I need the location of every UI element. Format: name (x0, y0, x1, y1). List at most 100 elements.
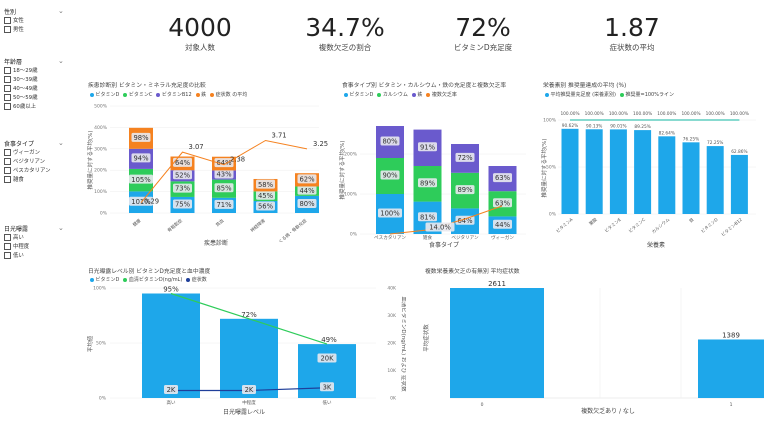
legend-item: ビタミンD (349, 92, 374, 98)
legend-marker (620, 92, 624, 97)
chart-title-sun: 日光曝露レベル別 ビタミンD充足度と血中濃度 (88, 269, 211, 275)
slicer-option[interactable]: 中程度 (4, 243, 64, 252)
slicer-option[interactable]: ペスカタリアン (4, 167, 64, 176)
checkbox[interactable] (4, 158, 11, 165)
bar-data-label: 100% (380, 210, 400, 218)
serum-data-label-bg (242, 385, 256, 394)
bar-data-label: 72% (457, 154, 473, 162)
vitd-line (170, 292, 328, 345)
bar-data-label: 91% (420, 143, 436, 151)
slicer-option[interactable]: 40〜49歳 (4, 85, 64, 94)
bar-data-label: 95% (163, 286, 179, 294)
bar-data-label-bg (214, 199, 234, 209)
slicer-option[interactable]: 女性 (4, 17, 64, 26)
checkbox[interactable] (4, 26, 11, 33)
bar-data-label-bg (297, 185, 317, 195)
x-tick-label: 中程度 (242, 399, 256, 406)
legend-marker (123, 277, 128, 282)
bar-data-label-bg (173, 157, 192, 167)
line-data-label: 100.00% (681, 111, 700, 117)
bar-data-label: 80% (299, 200, 315, 208)
x-tick-label: 貧血 (214, 217, 226, 228)
checkbox[interactable] (4, 234, 11, 241)
line-data-label: 14.0% (429, 224, 451, 232)
bar (450, 288, 544, 398)
bar-data-label: 64% (457, 217, 473, 225)
serum-data-label: 2K (245, 386, 254, 394)
slicer-title: 性別 (4, 9, 17, 16)
slicer-option[interactable]: 18〜29歳 (4, 67, 64, 76)
bar-data-label: 80% (382, 138, 398, 146)
bar-data-label-bg (256, 190, 275, 200)
slicer-option[interactable]: ヴィーガン (4, 149, 64, 158)
x-tick-label: 0 (481, 402, 484, 408)
slicer-option[interactable]: 雑食 (4, 176, 64, 185)
chevron-down-icon[interactable]: ⌄ (58, 224, 64, 232)
line-data-label: 100.00% (633, 111, 652, 117)
y2-tick-label: 10K (387, 368, 397, 374)
bar-data-label-bg (173, 199, 192, 209)
checkbox[interactable] (4, 252, 11, 259)
slicer-option-label: 60歳以上 (13, 104, 37, 110)
slicer-option-label: 女性 (13, 18, 24, 24)
legend-diet: ビタミンD カルシウム 鉄 複数欠乏率 (340, 91, 457, 98)
bar-data-label-bg (418, 178, 437, 188)
x-tick-label: 雑食 (423, 234, 433, 241)
bar-data-label-bg (378, 208, 402, 218)
serum-data-label-bg (164, 385, 178, 394)
x-tick-label: ビタミンC (627, 216, 647, 234)
slicer-option[interactable]: 男性 (4, 26, 64, 35)
bar-data-label-bg (418, 212, 437, 222)
bar-data-label: 62% (299, 175, 315, 183)
kpi-value: 4000 (168, 13, 232, 42)
line-data-label-bg (425, 222, 455, 232)
slicer-option[interactable]: 30〜39歳 (4, 76, 64, 85)
slicer-option[interactable]: 低い (4, 252, 64, 261)
bar-data-label: 90% (382, 172, 398, 180)
legend-marker (210, 92, 215, 97)
legend-item: ビタミンD (95, 277, 120, 283)
bar-data-label: 72% (241, 311, 257, 319)
bar-data-label-bg (256, 201, 275, 211)
bar-data-label: 44% (299, 187, 315, 195)
x-axis-title: 栄養素 (647, 241, 665, 249)
bar-data-label-bg (380, 170, 400, 180)
kpi-label: 複数欠乏の割合 (318, 43, 372, 52)
bar-data-label: 45% (258, 192, 274, 200)
chart-title-multi: 複数栄養素欠乏の有無別 平均症状数 (425, 269, 520, 275)
checkbox[interactable] (4, 167, 11, 174)
bar-data-label-bg (131, 153, 151, 163)
bar (585, 129, 603, 214)
bar (561, 128, 579, 214)
y-tick-label: 50% (96, 341, 107, 347)
checkbox[interactable] (4, 67, 11, 74)
checkbox[interactable] (4, 94, 11, 101)
chevron-down-icon[interactable]: ⌄ (58, 139, 64, 147)
chart-diet: 0% 100% 200%推奨量に対する平均(%) 食事タイプ 100% 90% 80% ペスカ… (338, 126, 526, 249)
slicer-title: 食事タイプ (4, 141, 35, 148)
checkbox[interactable] (4, 176, 11, 183)
checkbox[interactable] (4, 17, 11, 24)
chevron-down-icon[interactable]: ⌄ (58, 57, 64, 65)
checkbox[interactable] (4, 85, 11, 92)
y-tick-label: 100% (93, 286, 107, 292)
slicer-option[interactable]: ベジタリアン (4, 158, 64, 167)
checkbox[interactable] (4, 243, 11, 250)
checkbox[interactable] (4, 149, 11, 156)
bar-data-label-bg (493, 219, 512, 229)
kpi-value: 1.87 (604, 13, 660, 42)
kpi-value: 34.7% (305, 13, 385, 42)
bar (706, 146, 724, 214)
chevron-down-icon[interactable]: ⌄ (58, 7, 64, 15)
slicer-option[interactable]: 50〜59歳 (4, 94, 64, 103)
slicer-option[interactable]: 高い (4, 234, 64, 243)
slicer-option-label: 40〜49歳 (13, 86, 38, 92)
checkbox[interactable] (4, 103, 11, 110)
legend-marker (195, 92, 200, 97)
bar-data-label: 49% (321, 336, 337, 344)
slicer-option[interactable]: 60歳以上 (4, 103, 64, 112)
y-tick-label: 400% (94, 125, 108, 131)
bar (142, 293, 200, 398)
checkbox[interactable] (4, 76, 11, 83)
